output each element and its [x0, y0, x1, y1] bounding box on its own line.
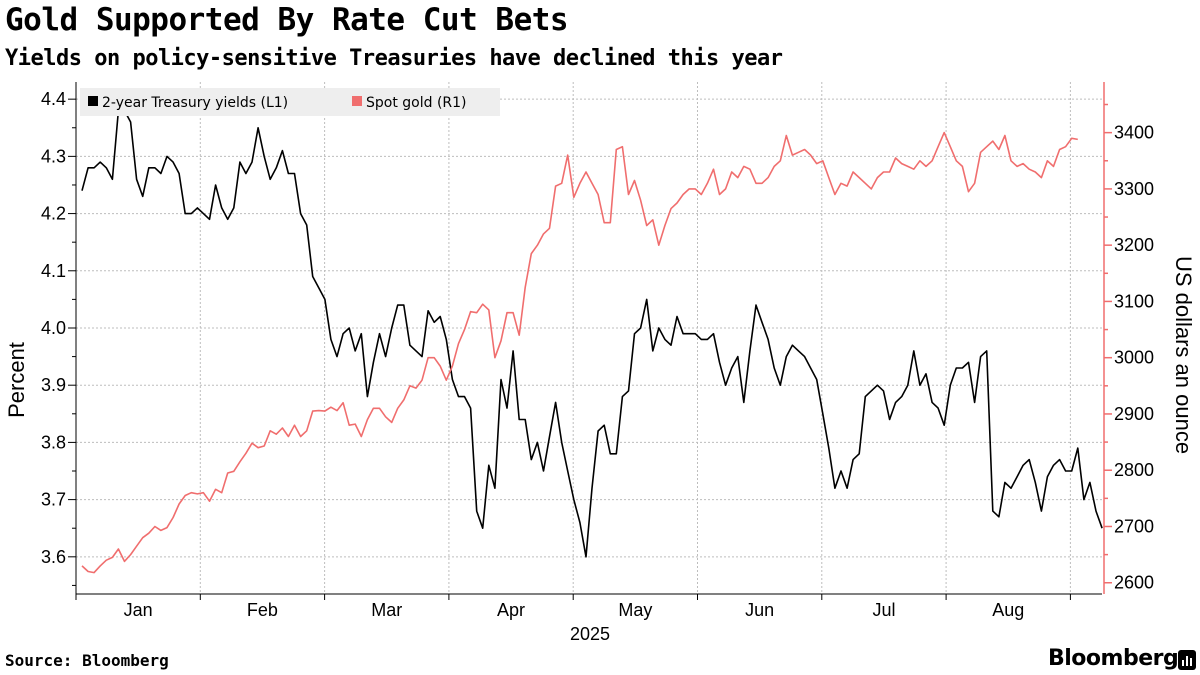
legend-swatch-treasury	[88, 96, 98, 106]
chart-title: Gold Supported By Rate Cut Bets	[5, 2, 569, 38]
y-right-tick-label: 2600	[1114, 573, 1154, 593]
y-right-tick-label: 3200	[1114, 235, 1154, 255]
axes: 3.6 3.7 3.8 3.9 4.0 4.1 4.2 4.3 4.4 2600 2700 2800 2…	[41, 82, 1154, 620]
chart-subtitle: Yields on policy-sensitive Treasuries ha…	[5, 46, 783, 71]
y-right-tick-label: 3300	[1114, 179, 1154, 199]
y-left-tick-label: 4.1	[41, 261, 66, 281]
y-axis-right-label: US dollars an ounce	[1171, 256, 1196, 454]
y-left-tick-label: 3.8	[41, 432, 66, 452]
y-right-tick-label: 3100	[1114, 291, 1154, 311]
y-left-tick-label: 3.6	[41, 547, 66, 567]
legend-box	[80, 88, 500, 116]
treasury-yield-line	[81, 109, 1103, 558]
bloomberg-terminal-icon	[1178, 650, 1196, 670]
x-tick-label: Feb	[247, 600, 278, 620]
x-tick-label: Aug	[992, 600, 1024, 620]
legend: 2-year Treasury yields (L1) Spot gold (R1…	[80, 88, 500, 116]
x-axis-year-label: 2025	[570, 624, 610, 640]
y-right-tick-label: 2800	[1114, 460, 1154, 480]
spot-gold-line	[81, 131, 1078, 574]
gridlines	[76, 82, 1102, 594]
x-tick-label: Apr	[497, 600, 525, 620]
y-left-tick-label: 4.4	[41, 89, 66, 109]
y-left-tick-label: 4.3	[41, 146, 66, 166]
y-left-tick-label: 4.2	[41, 204, 66, 224]
legend-label-gold: Spot gold (R1)	[366, 95, 467, 111]
y-axis-left-label: Percent	[4, 342, 29, 418]
y-left-tick-label: 4.0	[41, 318, 66, 338]
y-right-tick-label: 2900	[1114, 404, 1154, 424]
source-note: Source: Bloomberg	[5, 651, 169, 670]
bloomberg-logo: Bloomberg	[1048, 646, 1179, 671]
legend-label-treasury: 2-year Treasury yields (L1)	[102, 95, 288, 111]
y-left-tick-label: 3.7	[41, 490, 66, 510]
x-tick-label: Mar	[371, 600, 402, 620]
x-tick-label: Jan	[124, 600, 153, 620]
dual-axis-line-chart: 3.6 3.7 3.8 3.9 4.0 4.1 4.2 4.3 4.4 2600 2700 2800 2…	[4, 82, 1196, 640]
x-tick-label: May	[618, 600, 652, 620]
x-tick-label: Jul	[872, 600, 895, 620]
y-left-tick-label: 3.9	[41, 375, 66, 395]
legend-swatch-gold	[352, 96, 362, 106]
x-tick-label: Jun	[745, 600, 774, 620]
y-right-tick-label: 2700	[1114, 516, 1154, 536]
y-right-tick-label: 3000	[1114, 348, 1154, 368]
series-lines	[81, 109, 1103, 574]
y-right-tick-label: 3400	[1114, 123, 1154, 143]
